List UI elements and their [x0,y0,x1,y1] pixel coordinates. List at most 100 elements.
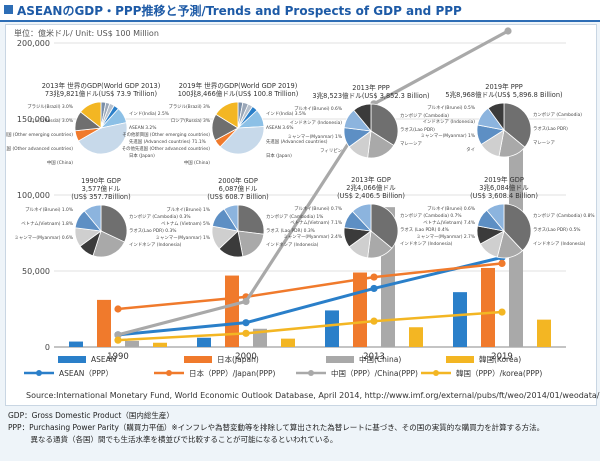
pie-label: ベトナム(Vietnam) 7.4% [423,220,475,226]
pie-1-slice-5 [219,126,265,155]
pie-label: インドネシア (Indonesia) [290,120,343,126]
line-series-3 [117,310,503,342]
pie-subtitle: 3兆6,084億ドル [479,183,529,192]
page-title: ASEANのGDP・PPP推移と予測/Trends and Prospects … [17,4,462,18]
pie-label: インドネシア (Indonesia) [266,242,319,248]
pie-label: 先進国 (Advanced countries) [266,138,328,145]
pie-0-slice-5 [77,122,128,155]
footnotes: GDP：Gross Domestic Product（国内総生産） PPP：Pu… [8,410,593,446]
pie-title: 2013年 PPP [352,83,389,92]
bar-1-1990 [97,299,111,347]
pie-label: カンボジア (Cambodia) [533,111,582,118]
pie-label: ブラジル(Brazil) 3% [168,103,210,110]
bar-0-2000 [197,337,211,347]
pie-subtitle: 5兆8,968億ドル(US$ 5,896.8 Billion) [445,90,562,99]
pie-label: ラオス (Lao PDR) 0.4% [400,227,449,233]
pie-label: ラオス(Lao PDR) [400,127,435,133]
title-square-icon [4,5,13,14]
bar-3-1990 [153,342,167,347]
pie-label: ブルネイ(Brunei) 0.7% [294,205,342,212]
legend-bar-label: 韓国(Korea) [479,354,521,364]
line-point-0-2 [370,284,378,293]
legend-bar-swatch [446,356,474,363]
line-point-3-0 [114,336,122,344]
bar-0-2013 [325,310,339,347]
pie-subtitle-2: (US$ 608.7 Billion) [207,193,269,201]
gdp-ppp-chart: 0 50,000 100,000 150,000 200,000 1990 2000 2013… [0,27,595,378]
pie-label: カンボジア (Cambodia) 0.3% [129,213,191,220]
pie-label: ブルネイ(Brunei) 1.0% [25,206,73,213]
pie-label: ラオス(Lao PDR) 0.5% [533,227,580,233]
pie-label: マレーシア [400,141,422,147]
line-point-3-2 [370,317,378,325]
pie-subtitle: 6,087億ドル [219,184,258,193]
pie-label: ブルネイ(Brunei) 0.6% [427,205,475,212]
pie-label: その他先進国 (Other advanced countries) [6,145,73,152]
footnote-gdp: GDP：Gross Domestic Product（国内総生産） [8,411,174,420]
pie-label: マレーシア [533,140,555,146]
line-series-2 [117,29,509,337]
pie-label: ラオス(Lao PDR) 0.3% [129,228,176,234]
pie-label: ロシア(Russia) 3.0% [30,118,73,124]
legend-line-label: 日本（PPP）/Japan(PPP) [189,368,276,378]
pie-label: インド(India) 2.5% [129,111,169,117]
legend-line-label: 中国（PPP）/China(PPP) [331,368,418,378]
line-point-3-3 [498,308,506,316]
pie-label: ミャンマー(Myanmar) 0.6% [14,235,73,241]
pie-6-slice-0 [370,203,399,249]
line-series-1 [117,262,503,311]
legend-line-marker [308,370,314,376]
pie-label: インドネシア (Indonesia) [423,119,476,125]
pie-5-slice-5 [223,204,239,233]
pie-label: ブルネイ(Brunei) 0.5% [427,104,475,111]
pie-label: カンボジア (Cambodia) 0.7% [400,212,462,219]
x-tick-label: 2000 [235,352,257,362]
chart-panel: 単位：億米ドル/ Unit: US$ 100 Million 0 50,000 10… [0,24,599,406]
pie-3-slice-0 [503,102,532,148]
x-tick-label: 1990 [107,352,129,362]
pie-6-slice-5 [351,203,372,233]
pie-5-slice-0 [237,204,265,235]
pie-subtitle: 100兆8,466億ドル(US$ 100.8 Trillion) [178,89,299,98]
legend-line-label: 韓国（PPP）/korea(PPP) [456,368,542,378]
pie-2-slice-5 [353,103,372,133]
y-tick-label: 50,000 [22,267,50,276]
pie-subtitle-2: (US$ 2,406.5 Billion) [337,192,405,200]
y-tick-label: 100,000 [17,191,50,200]
pie-title: 2019年 世界のGDP(World GDP 2019) [179,81,298,90]
pie-label: ロシア(Russia) 3% [171,118,210,124]
pie-title: 2000年 GDP [218,176,258,185]
title-bar: ASEANのGDP・PPP推移と予測/Trends and Prospects … [0,0,600,22]
line-point-2-1 [242,297,250,305]
legend-line-marker [166,370,172,376]
pie-title: 2019年 GDP [484,175,524,184]
pie-subtitle: 73兆9,821億ドル(US$ 73.9 Trillion) [45,89,157,98]
bar-0-2019 [453,292,467,347]
pie-label: ブルネイ(Brunei) 1% [166,206,210,213]
legend-bar-label: ASEAN [91,355,116,364]
pie-subtitle: 3,577億ドル [82,184,121,193]
line-point-1-2 [370,273,378,281]
line-series-0 [117,255,503,337]
pie-title: 2013年 GDP [351,175,391,184]
pie-label: その他新興国 (Other emerging countries) [6,131,73,138]
legend-bar-label: 中国(China) [359,354,401,364]
line-point-1-0 [114,305,122,313]
pie-subtitle-2: (US$ 3,608.4 Billion) [470,192,538,200]
pie-label: カンボジア (Cambodia) 0.8% [533,212,595,219]
bar-1-2000 [225,275,239,347]
unit-label: 単位：億米ドル/ Unit: US$ 100 Million [14,29,159,38]
legend-line-marker [36,370,42,376]
line-point-3-1 [242,329,250,337]
pie-label: ラオス (Lao PDR) 0.3% [266,228,315,234]
pie-label: ミャンマー(Myanmar) 1% [288,134,342,140]
pie-label: インドネシア (Indonesia) [129,242,182,248]
pie-subtitle-2: (US$ 357.7Billion) [71,193,130,201]
footnote-ppp-cont: 異なる通貨（各国）間でも生活水準を横並びで比較することが可能になるといわれている… [8,435,338,444]
bar-3-2013 [409,327,423,347]
bar-1-2013 [353,272,367,347]
pie-label: ASEAN 3.2% [129,125,156,131]
legend-line-marker [433,370,439,376]
pie-label: ブラジル(Brazil) 3.0% [27,103,73,110]
pie-label: 日本 (Japan) [266,152,292,159]
